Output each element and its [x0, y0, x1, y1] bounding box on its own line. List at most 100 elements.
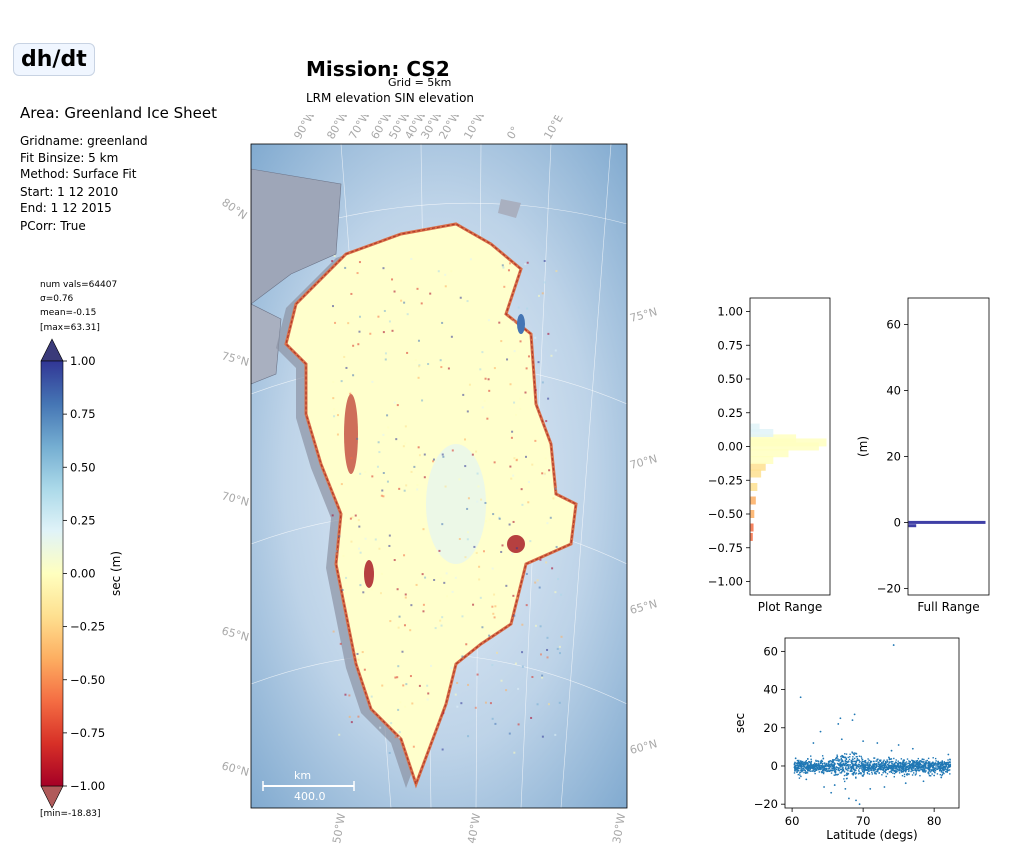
data-pixel	[527, 480, 530, 483]
scatter-point	[840, 772, 843, 774]
data-pixel	[501, 544, 504, 547]
data-pixel	[541, 472, 544, 475]
scatter-point	[876, 764, 878, 766]
scatter-point	[907, 766, 909, 769]
data-pixel	[382, 267, 385, 270]
scatter-point	[797, 766, 799, 769]
data-pixel	[388, 534, 391, 537]
scatter-point	[915, 762, 917, 765]
data-pixel	[331, 305, 334, 308]
ylabel: sec	[733, 713, 747, 733]
scatter-point	[949, 773, 951, 775]
data-pixel	[400, 299, 403, 302]
data-pixel	[380, 572, 383, 575]
scatter-point	[948, 761, 950, 763]
scatter-point	[852, 768, 855, 771]
scatter-point	[857, 765, 859, 768]
scatter-point	[811, 766, 813, 769]
scatter-point	[862, 766, 864, 769]
data-pixel	[508, 732, 511, 735]
scatter-point	[826, 764, 829, 767]
data-pixel	[513, 401, 516, 404]
data-pixel	[549, 516, 552, 519]
scatter-point	[874, 766, 877, 769]
scatter-point	[882, 764, 884, 767]
data-pixel	[333, 415, 336, 418]
stat-max: [max=63.31]	[40, 323, 100, 333]
data-pixel	[403, 301, 406, 304]
scatter-point	[807, 766, 809, 769]
data-pixel	[332, 397, 335, 400]
data-pixel	[513, 751, 516, 754]
anomaly-patch	[344, 394, 358, 474]
ytick-label: 40	[886, 383, 901, 397]
histogram-bar	[750, 510, 755, 518]
area-title: Area: Greenland Ice Sheet	[20, 104, 217, 122]
histogram-bar	[750, 423, 760, 432]
scatter-point	[892, 644, 895, 646]
ytick-label: 0.00	[717, 440, 743, 454]
scatter-point	[879, 763, 882, 766]
scatter-point	[909, 761, 911, 763]
data-pixel	[349, 392, 352, 395]
scatter-point	[923, 768, 926, 770]
scatter-point	[837, 767, 840, 769]
scatter-point	[871, 769, 873, 771]
scatter-point	[932, 757, 934, 759]
scatter-point	[934, 757, 937, 760]
scatter-point	[941, 764, 943, 766]
scatter-point	[905, 766, 907, 769]
scatter-point	[809, 769, 811, 772]
scatter-point	[868, 759, 870, 762]
scatter-point	[854, 769, 857, 772]
scatter-point	[857, 763, 860, 766]
data-pixel	[545, 561, 548, 564]
scatter-point	[819, 768, 821, 771]
scatter-point	[812, 765, 815, 767]
scatter-point	[814, 770, 816, 772]
scatter-point	[875, 765, 878, 768]
data-pixel	[506, 358, 509, 361]
scatter-point	[929, 762, 931, 765]
scatter-point	[861, 774, 864, 777]
scatter-point	[859, 772, 862, 774]
scatter-point	[912, 759, 914, 762]
elevation-label: LRM elevation SIN elevation	[306, 91, 475, 105]
scatter-point	[932, 761, 934, 764]
data-pixel	[352, 374, 355, 377]
lon-label-top: 0°	[504, 124, 522, 141]
scatter-point	[797, 760, 800, 763]
data-pixel	[381, 684, 384, 687]
data-pixel	[484, 701, 487, 704]
scatter-point	[894, 766, 896, 768]
scatter-point	[821, 771, 823, 774]
scatter-point	[800, 767, 802, 769]
data-pixel	[414, 358, 417, 361]
scatter-point	[794, 767, 797, 770]
data-pixel	[509, 465, 512, 468]
scatter-point	[874, 765, 876, 768]
scatter-point	[863, 771, 865, 773]
lat-label-left: 60°N	[220, 759, 250, 779]
data-pixel	[491, 717, 494, 720]
scatter-point	[932, 768, 934, 771]
scatter-point	[821, 767, 824, 769]
scatter-point	[793, 762, 796, 765]
data-pixel	[363, 668, 366, 671]
scatter-point	[873, 769, 875, 772]
data-pixel	[444, 273, 447, 276]
scatter-point	[909, 766, 911, 768]
data-pixel	[513, 457, 516, 460]
scatter-point	[797, 768, 799, 770]
data-pixel	[331, 514, 334, 517]
scatter-point	[928, 762, 930, 764]
scatter-point	[852, 756, 854, 758]
data-pixel	[336, 414, 339, 417]
scatter-point	[931, 764, 934, 767]
scatter-point	[901, 768, 903, 771]
scatter-point	[844, 787, 847, 790]
scatter-point	[893, 762, 896, 765]
lat-label-right: 65°N	[628, 597, 658, 617]
ytick-label: −0.25	[708, 473, 743, 487]
scatter-point	[865, 762, 867, 764]
